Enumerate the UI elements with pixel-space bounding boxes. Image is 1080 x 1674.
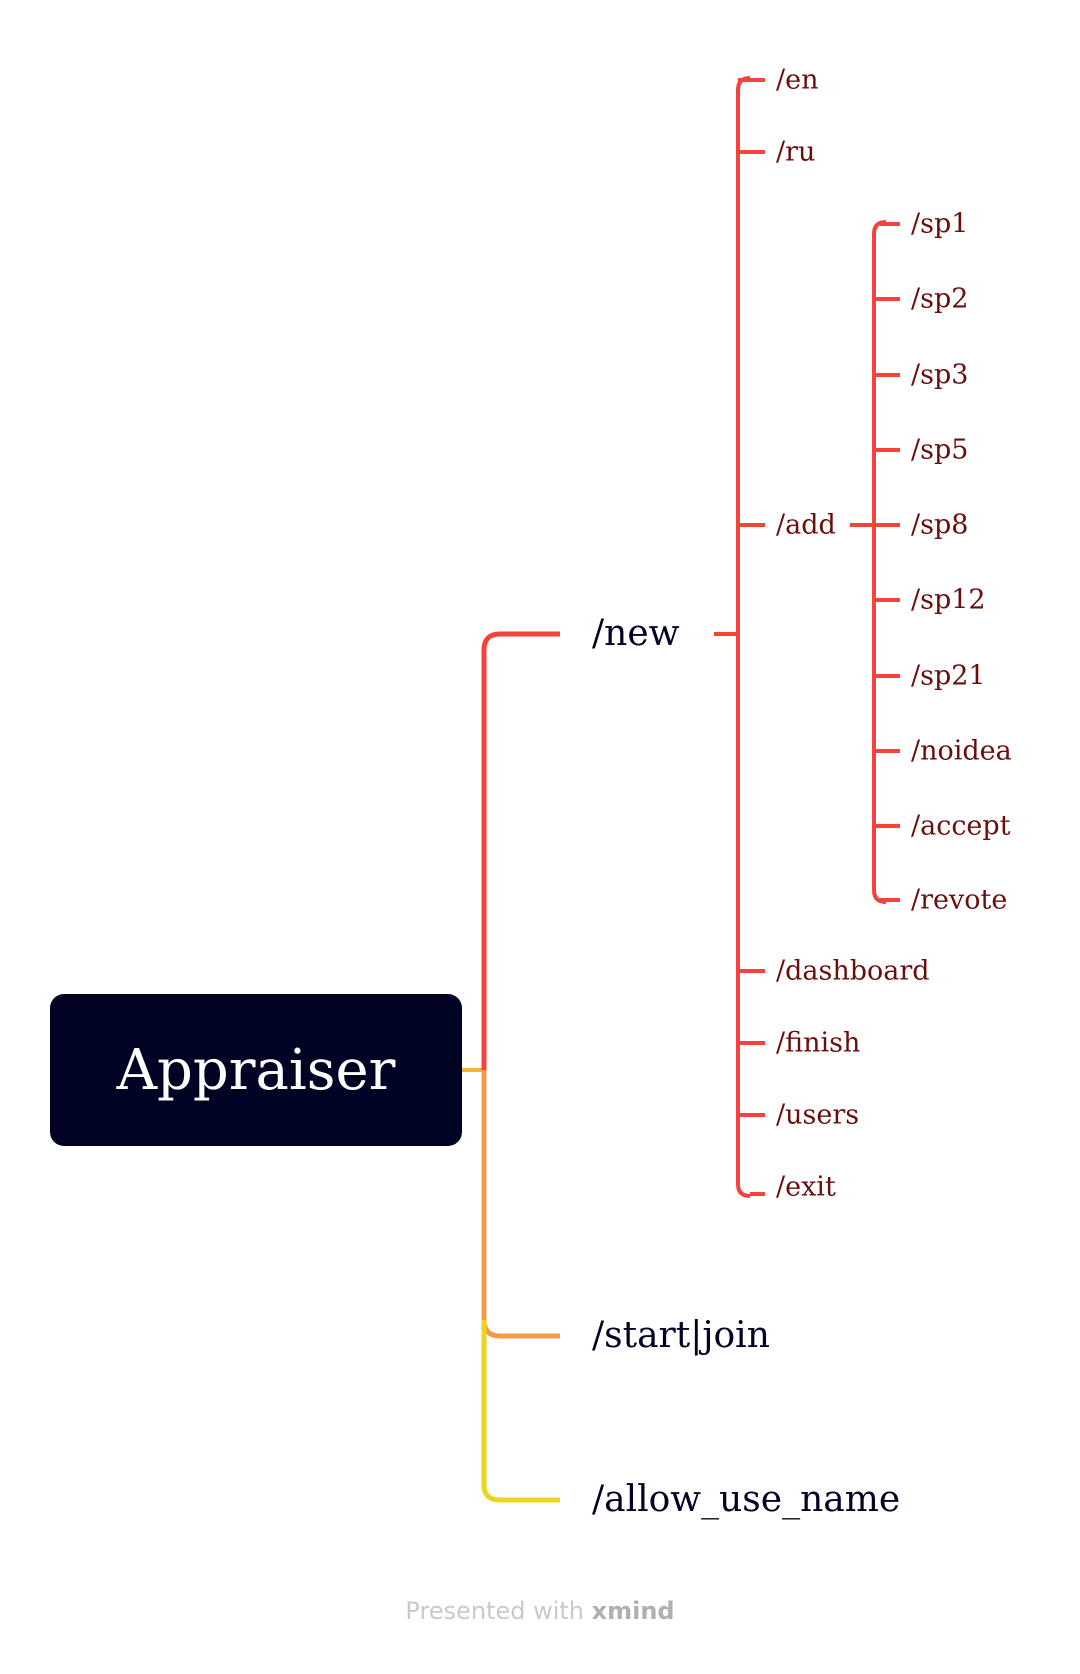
topic-allow-use-name[interactable]: /allow_use_name bbox=[592, 1479, 901, 1520]
topic-sp12[interactable]: /sp12 bbox=[911, 584, 986, 616]
topic-sp3[interactable]: /sp3 bbox=[911, 359, 969, 391]
topic-users[interactable]: /users bbox=[776, 1099, 860, 1131]
bracket-add bbox=[872, 220, 887, 904]
xmind-logo: xmind bbox=[591, 1597, 675, 1625]
bracket-new bbox=[736, 76, 751, 1198]
root-topic-label: Appraiser bbox=[116, 1037, 396, 1103]
topic-dashboard[interactable]: /dashboard bbox=[776, 955, 930, 987]
topic-start-join[interactable]: /start|join bbox=[592, 1315, 770, 1356]
footer-prefix: Presented with bbox=[405, 1597, 584, 1625]
footer-attribution: Presented with xmind bbox=[0, 1597, 1080, 1625]
topic-en[interactable]: /en bbox=[776, 64, 819, 96]
topic-exit[interactable]: /exit bbox=[776, 1171, 836, 1203]
topic-add[interactable]: /add bbox=[776, 509, 836, 541]
topic-sp21[interactable]: /sp21 bbox=[911, 660, 986, 692]
topic-sp8[interactable]: /sp8 bbox=[911, 509, 969, 541]
topic-ru[interactable]: /ru bbox=[776, 136, 816, 168]
connector-new bbox=[481, 631, 560, 1070]
connector-start-join bbox=[481, 1070, 560, 1339]
connector-allow-use-name bbox=[481, 1320, 560, 1503]
topic-noidea[interactable]: /noidea bbox=[911, 735, 1012, 767]
topic-sp1[interactable]: /sp1 bbox=[911, 208, 969, 240]
topic-sp5[interactable]: /sp5 bbox=[911, 434, 969, 466]
topic-finish[interactable]: /finish bbox=[776, 1027, 861, 1059]
root-topic[interactable]: Appraiser bbox=[50, 994, 462, 1146]
topic-sp2[interactable]: /sp2 bbox=[911, 283, 969, 315]
topic-accept[interactable]: /accept bbox=[911, 810, 1011, 842]
topic-new[interactable]: /new bbox=[592, 613, 680, 654]
topic-revote[interactable]: /revote bbox=[911, 884, 1008, 916]
